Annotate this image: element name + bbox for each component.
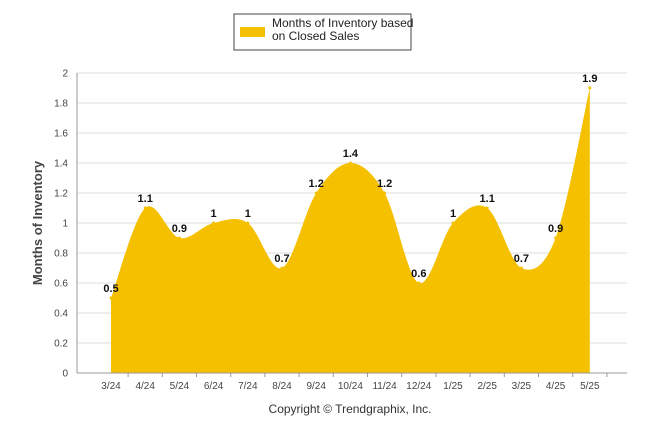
data-label: 1 [245, 208, 251, 220]
y-tick-label: 0.8 [54, 249, 68, 260]
plot-area [109, 86, 592, 373]
y-tick-label: 1 [62, 219, 68, 230]
y-tick-label: 1.2 [54, 189, 68, 200]
x-tick-label: 6/24 [204, 381, 224, 392]
data-point [177, 236, 181, 240]
series-area [111, 88, 590, 373]
x-tick-label: 10/24 [338, 381, 363, 392]
data-label: 1.2 [377, 178, 392, 190]
data-label: 1.1 [480, 193, 495, 205]
legend-swatch [240, 27, 265, 37]
data-label: 1.9 [582, 73, 597, 85]
data-label: 0.5 [103, 283, 118, 295]
legend-label-line-2: on Closed Sales [272, 29, 359, 43]
x-tick-label: 11/24 [372, 381, 397, 392]
y-tick-label: 1.8 [54, 99, 68, 110]
axes [76, 73, 627, 374]
data-point [280, 266, 284, 270]
y-tick-label: 2 [62, 69, 68, 80]
legend: Months of Inventory based on Closed Sale… [233, 13, 413, 51]
data-point [246, 221, 250, 225]
data-label: 0.7 [514, 253, 529, 265]
x-tick-label: 7/24 [238, 381, 258, 392]
y-axis-ticks: 0 0.2 0.4 0.6 0.8 1 1.2 1.4 1.6 1.8 2 [54, 69, 68, 380]
y-axis-title: Months of Inventory [30, 160, 45, 285]
x-tick-label: 4/24 [135, 381, 155, 392]
data-label: 1.4 [343, 148, 359, 160]
data-label: 1 [211, 208, 217, 220]
data-point [519, 266, 523, 270]
data-label: 1.1 [138, 193, 153, 205]
data-point [417, 281, 421, 285]
x-tick-label: 1/25 [443, 381, 463, 392]
legend-label-line-1: Months of Inventory based [272, 16, 413, 30]
data-point [143, 206, 147, 210]
x-tick-label: 3/24 [101, 381, 121, 392]
x-tick-label: 5/24 [170, 381, 190, 392]
y-tick-label: 0.4 [54, 309, 68, 320]
data-label: 1.2 [309, 178, 324, 190]
y-tick-label: 0.2 [54, 339, 68, 350]
data-point [451, 221, 455, 225]
data-point [314, 191, 318, 195]
data-label: 0.7 [274, 253, 289, 265]
copyright-text: Copyright © Trendgraphix, Inc. [269, 402, 432, 416]
y-tick-label: 1.6 [54, 129, 68, 140]
x-tick-label: 8/24 [272, 381, 292, 392]
y-tick-label: 0.6 [54, 279, 68, 290]
data-point [383, 191, 387, 195]
x-tick-label: 3/25 [512, 381, 532, 392]
data-label: 0.9 [548, 223, 563, 235]
data-label: 0.6 [411, 268, 426, 280]
x-tick-label: 9/24 [306, 381, 326, 392]
data-label: 1 [450, 208, 456, 220]
x-tick-label: 2/25 [477, 381, 497, 392]
y-tick-label: 1.4 [54, 159, 68, 170]
data-label: 0.9 [172, 223, 187, 235]
x-tick-label: 5/25 [580, 381, 600, 392]
x-axis-ticks: 3/24 4/24 5/24 6/24 7/24 8/24 9/24 10/24 11/24 12… [101, 373, 608, 392]
data-labels: 0.5 1.1 0.9 1 1 0.7 1.2 1.4 1.2 0.6 1 1.1 0.7 0.9 1.9 [103, 73, 597, 295]
data-point [485, 206, 489, 210]
x-tick-label: 4/25 [546, 381, 566, 392]
data-point [554, 236, 558, 240]
data-point [212, 221, 216, 225]
data-point [588, 86, 592, 90]
data-point [109, 296, 113, 300]
x-tick-label: 12/24 [406, 381, 431, 392]
y-tick-label: 0 [62, 369, 68, 380]
data-point [348, 161, 352, 165]
